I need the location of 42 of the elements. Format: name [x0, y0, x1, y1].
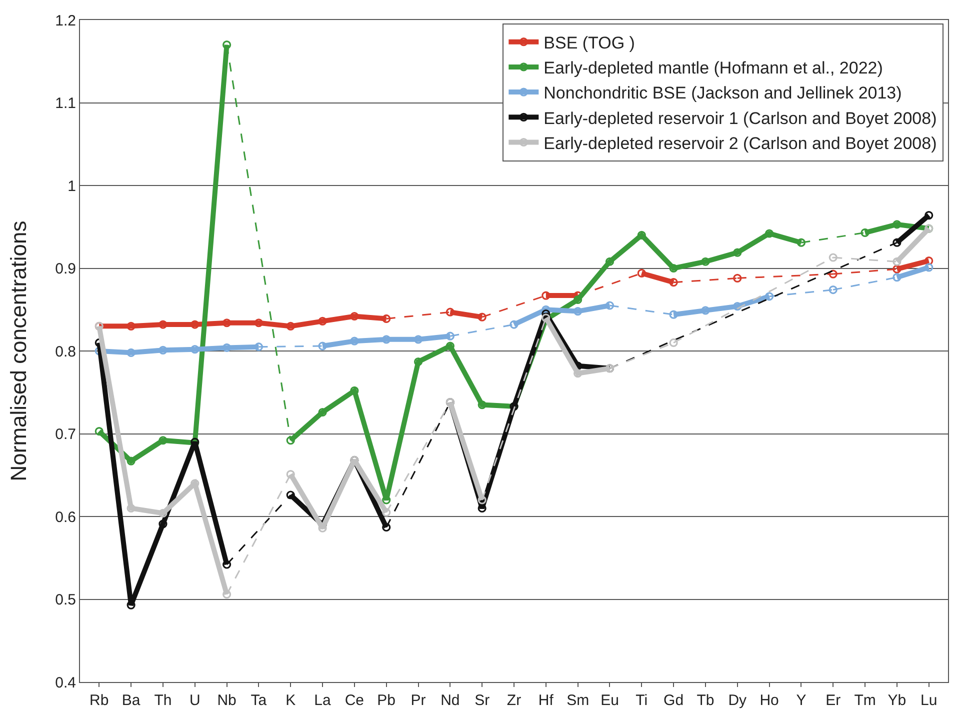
- legend-label: BSE (TOG ): [544, 33, 635, 52]
- x-tick-label: Ta: [250, 692, 268, 709]
- x-tick-label: Sm: [566, 692, 590, 709]
- legend-label: Nonchondritic BSE (Jackson and Jellinek 2013): [544, 84, 902, 103]
- y-tick-label: 0.8: [55, 343, 76, 360]
- x-tick-label: Lu: [920, 692, 938, 709]
- y-tick-label: 0.5: [55, 592, 76, 608]
- y-tick-label: 0.4: [55, 674, 76, 692]
- legend-label: Early-depleted reservoir 2 (Carlson and Boyet 2008): [544, 134, 937, 153]
- y-tick-label: 0.6: [55, 508, 76, 526]
- x-tick-label: Pr: [410, 692, 426, 709]
- x-tick-label: Zr: [506, 692, 522, 709]
- x-tick-label: Ba: [122, 692, 141, 709]
- x-tick-label: Pb: [377, 692, 396, 709]
- y-tick-label: 0.7: [55, 426, 76, 443]
- x-tick-label: Tm: [854, 692, 876, 709]
- x-tick-label: Tb: [696, 692, 714, 709]
- y-tick-label: 0.9: [55, 260, 76, 278]
- x-tick-label: Gd: [664, 692, 684, 709]
- x-tick-label: Y: [796, 692, 806, 709]
- x-tick-label: Hf: [538, 692, 554, 709]
- y-axis-title: Normalised concentrations: [6, 220, 31, 482]
- x-tick-label: La: [314, 692, 332, 709]
- x-tick-label: Ti: [636, 692, 648, 709]
- legend-label: Early-depleted reservoir 1 (Carlson and Boyet 2008): [544, 108, 937, 128]
- x-tick-label: Sr: [474, 692, 490, 709]
- x-tick-label: Ce: [344, 692, 364, 709]
- x-tick-label: U: [189, 692, 200, 709]
- x-tick-label: K: [286, 692, 296, 709]
- x-tick-label: Th: [154, 692, 172, 709]
- y-tick-label: 1: [68, 178, 76, 195]
- x-tick-label: Ho: [760, 692, 779, 709]
- x-tick-label: Nb: [217, 692, 236, 709]
- x-tick-label: Rb: [90, 692, 109, 709]
- x-tick-label: Yb: [888, 692, 906, 709]
- x-tick-label: Eu: [600, 692, 619, 709]
- x-tick-label: Er: [826, 692, 841, 709]
- y-tick-label: 1.2: [55, 12, 76, 30]
- y-tick-label: 1.1: [55, 95, 76, 112]
- legend-label: Early-depleted mantle (Hofmann et al., 2022): [544, 58, 883, 78]
- x-tick-label: Nd: [440, 692, 460, 709]
- x-tick-label: Dy: [728, 692, 748, 709]
